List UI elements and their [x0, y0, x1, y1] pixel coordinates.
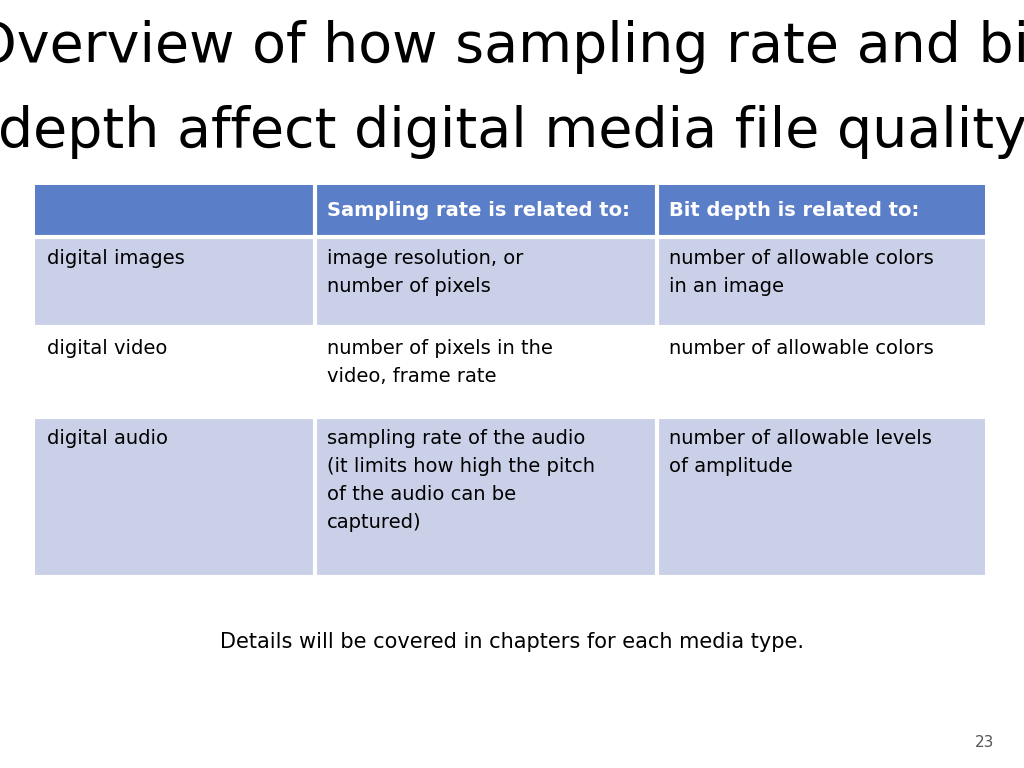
Bar [657, 327, 985, 417]
Text: Details will be covered in chapters for each media type.: Details will be covered in chapters for … [220, 632, 804, 652]
Bar [315, 237, 657, 327]
Bar [657, 417, 985, 577]
Text: sampling rate of the audio
(it limits how high the pitch
of the audio can be
cap: sampling rate of the audio (it limits ho… [328, 429, 595, 532]
Bar [315, 327, 657, 417]
Text: number of allowable levels
of amplitude: number of allowable levels of amplitude [670, 429, 932, 476]
Text: image resolution, or
number of pixels: image resolution, or number of pixels [328, 249, 523, 296]
Text: 23: 23 [975, 735, 994, 750]
Text: number of allowable colors
in an image: number of allowable colors in an image [670, 249, 934, 296]
Text: number of allowable colors: number of allowable colors [670, 339, 934, 358]
Text: number of pixels in the
video, frame rate: number of pixels in the video, frame rat… [328, 339, 553, 386]
Bar [35, 327, 315, 417]
Text: digital images: digital images [47, 249, 184, 268]
Text: Bit depth is related to:: Bit depth is related to: [670, 201, 920, 220]
Bar [35, 237, 315, 327]
Bar [35, 417, 315, 577]
Bar [657, 237, 985, 327]
Text: depth affect digital media file quality: depth affect digital media file quality [0, 105, 1024, 159]
Text: Sampling rate is related to:: Sampling rate is related to: [328, 201, 630, 220]
Text: digital audio: digital audio [47, 429, 168, 448]
Bar [315, 185, 657, 237]
Text: Overview of how sampling rate and bit: Overview of how sampling rate and bit [0, 20, 1024, 74]
Bar [315, 417, 657, 577]
Text: digital video: digital video [47, 339, 167, 358]
Bar [657, 185, 985, 237]
Bar [35, 185, 315, 237]
